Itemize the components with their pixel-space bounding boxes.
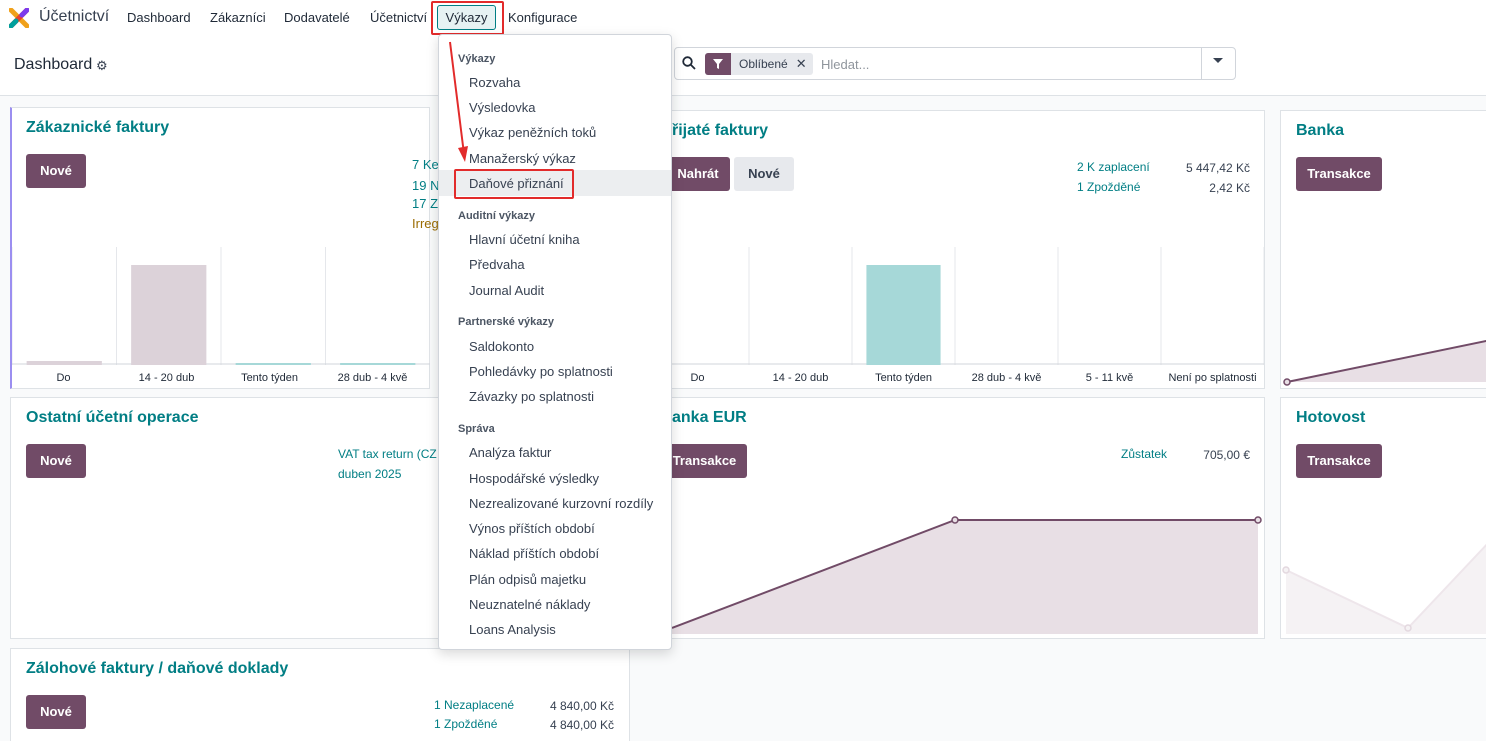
menu-item-general-ledger[interactable]: Hlavní účetní kniha [469, 232, 580, 247]
card-title-customer-invoices[interactable]: Zákaznické faktury [26, 119, 170, 136]
menu-item-aged-receivable[interactable]: Pohledávky po splatnosti [469, 364, 613, 379]
cash-transactions-button[interactable]: Transakce [1296, 444, 1382, 478]
page-title: Dashboard [14, 56, 93, 73]
app-logo-icon[interactable] [9, 8, 29, 28]
chart-bar[interactable] [340, 363, 416, 365]
vendor-axis-label: 5 - 11 kvě [1085, 372, 1134, 384]
vendor-bills-to-pay-amount: 5 447,42 Kč [1185, 161, 1250, 175]
bank-eur-transactions-button[interactable]: Transakce [662, 444, 747, 478]
chart-bar[interactable] [866, 265, 941, 365]
misc-vat-return-link[interactable]: VAT tax return (CZ [338, 447, 437, 461]
advance-late-amount: 4 840,00 Kč [549, 718, 614, 732]
search-icon [682, 56, 696, 70]
customer-invoices-link-2[interactable]: 19 N [412, 178, 440, 193]
chart-bar[interactable] [26, 361, 102, 365]
filter-icon [705, 53, 731, 75]
search-divider [1201, 48, 1202, 79]
vendor-bills-chart[interactable] [646, 247, 1264, 365]
vendor-bills-late-link[interactable]: 1 Zpožděné [1077, 180, 1141, 194]
menu-item-depreciation-schedule[interactable]: Plán odpisů majetku [469, 572, 587, 587]
gear-icon[interactable]: ⚙ [96, 58, 108, 73]
misc-period-link[interactable]: duben 2025 [338, 467, 402, 481]
card-bank [1280, 110, 1486, 389]
menu-item-partner-ledger[interactable]: Saldokonto [469, 339, 535, 354]
customer-invoices-new-button[interactable]: Nové [26, 154, 86, 188]
bank-transactions-button[interactable]: Transakce [1296, 157, 1382, 191]
customer-axis-label: Do [56, 372, 71, 384]
card-title-misc-operations[interactable]: Ostatní účetní operace [26, 409, 199, 426]
menu-item-journal-audit[interactable]: Journal Audit [469, 283, 545, 298]
vendor-axis-label: Do [690, 372, 705, 384]
advance-new-button[interactable]: Nové [26, 695, 86, 729]
card-title-vendor-bills[interactable]: řijaté faktury [672, 122, 769, 139]
card-title-bank[interactable]: Banka [1296, 122, 1345, 139]
nav-dashboard[interactable]: Dashboard [127, 10, 191, 25]
card-title-advance-invoices[interactable]: Zálohové faktury / daňové doklady [26, 660, 289, 677]
customer-axis-label: Tento týden [241, 372, 298, 384]
chart-bar[interactable] [131, 265, 207, 365]
menu-item-invoice-analysis[interactable]: Analýza faktur [469, 445, 552, 460]
vendor-axis-label: Není po splatnosti [1168, 372, 1257, 384]
card-title-cash[interactable]: Hotovost [1296, 409, 1366, 426]
menu-item-deferred-expense[interactable]: Náklad příštích období [469, 546, 600, 561]
customer-invoices-link-3[interactable]: 17 Z [412, 196, 439, 211]
customer-invoices-link-1[interactable]: 7 Ke [412, 157, 439, 172]
nav-accounting[interactable]: Účetnictví [370, 10, 428, 25]
menu-item-analytic-report[interactable]: Hospodářské výsledky [469, 471, 600, 486]
dropdown-section-audit: Auditní výkazy [458, 210, 536, 222]
customer-invoices-chart[interactable] [12, 247, 430, 365]
search-placeholder[interactable]: Hledat... [821, 57, 870, 72]
bank-eur-balance-graph[interactable] [672, 510, 1262, 635]
chart-bar[interactable] [235, 363, 311, 365]
vendor-bills-to-pay-link[interactable]: 2 K zaplacení [1077, 160, 1150, 174]
menu-item-executive-summary[interactable]: Manažerský výkaz [469, 151, 576, 166]
nav-reports[interactable]: Výkazy [437, 5, 496, 30]
top-navbar: Účetnictví Dashboard Zákazníci Dodavatel… [0, 0, 1486, 36]
vendor-axis-label: 14 - 20 dub [772, 372, 829, 384]
bank-eur-balance-label[interactable]: Zůstatek [1121, 447, 1168, 461]
dropdown-section-management: Správa [458, 423, 495, 435]
customer-invoices-warning[interactable]: Irreg [412, 216, 439, 231]
menu-item-cash-flow[interactable]: Výkaz peněžních toků [469, 125, 597, 140]
vendor-axis-label: 28 dub - 4 kvě [971, 372, 1042, 384]
menu-item-deferred-revenue[interactable]: Výnos příštích období [469, 521, 595, 536]
control-panel [0, 36, 1486, 96]
bank-balance-graph[interactable] [1281, 330, 1486, 388]
misc-new-button[interactable]: Nové [26, 444, 86, 478]
menu-item-tax-return[interactable]: Daňové přiznání [469, 176, 564, 191]
menu-item-profit-loss[interactable]: Výsledovka [469, 100, 536, 115]
app-name[interactable]: Účetnictví [39, 8, 110, 25]
nav-vendors[interactable]: Dodavatelé [284, 10, 350, 25]
vendor-bills-late-amount: 2,42 Kč [1209, 181, 1250, 195]
customer-axis-label: 28 dub - 4 kvě [337, 372, 408, 384]
vendor-axis-label: Tento týden [875, 372, 932, 384]
dropdown-item-highlight [439, 170, 671, 196]
vendor-bills-new-button[interactable]: Nové [734, 157, 794, 191]
menu-item-balance-sheet[interactable]: Rozvaha [469, 75, 521, 90]
menu-item-aged-payable[interactable]: Závazky po splatnosti [469, 389, 595, 404]
dropdown-section-reports: Výkazy [458, 53, 496, 65]
advance-unpaid-amount: 4 840,00 Kč [549, 699, 614, 713]
reports-dropdown-menu [438, 34, 672, 650]
customer-axis-label: 14 - 20 dub [138, 372, 195, 384]
dropdown-section-partner: Partnerské výkazy [458, 316, 555, 328]
nav-configuration[interactable]: Konfigurace [508, 10, 578, 25]
advance-late-link[interactable]: 1 Zpožděné [434, 717, 498, 731]
vendor-bills-upload-button[interactable]: Nahrát [666, 157, 730, 191]
facet-label: Oblíbené [739, 57, 788, 71]
card-advance-invoices [10, 648, 630, 741]
menu-item-trial-balance[interactable]: Předvaha [469, 257, 525, 272]
bank-eur-balance-value: 705,00 € [1203, 448, 1250, 462]
nav-customers[interactable]: Zákazníci [210, 10, 266, 25]
filter-facet[interactable]: Oblíbené ✕ [705, 53, 813, 75]
advance-unpaid-link[interactable]: 1 Nezaplacené [434, 698, 515, 712]
menu-item-unrealized-exchange[interactable]: Nezrealizované kurzovní rozdíly [469, 496, 654, 511]
search-toggle-caret-icon[interactable] [1213, 58, 1223, 63]
menu-item-non-deductible[interactable]: Neuznatelné náklady [469, 597, 591, 612]
cash-balance-graph[interactable] [1281, 540, 1486, 635]
annotation-arrow-icon [449, 41, 468, 162]
menu-item-loans-analysis[interactable]: Loans Analysis [469, 622, 556, 637]
card-title-bank-eur[interactable]: anka EUR [672, 409, 747, 426]
facet-close-icon[interactable]: ✕ [795, 56, 807, 71]
